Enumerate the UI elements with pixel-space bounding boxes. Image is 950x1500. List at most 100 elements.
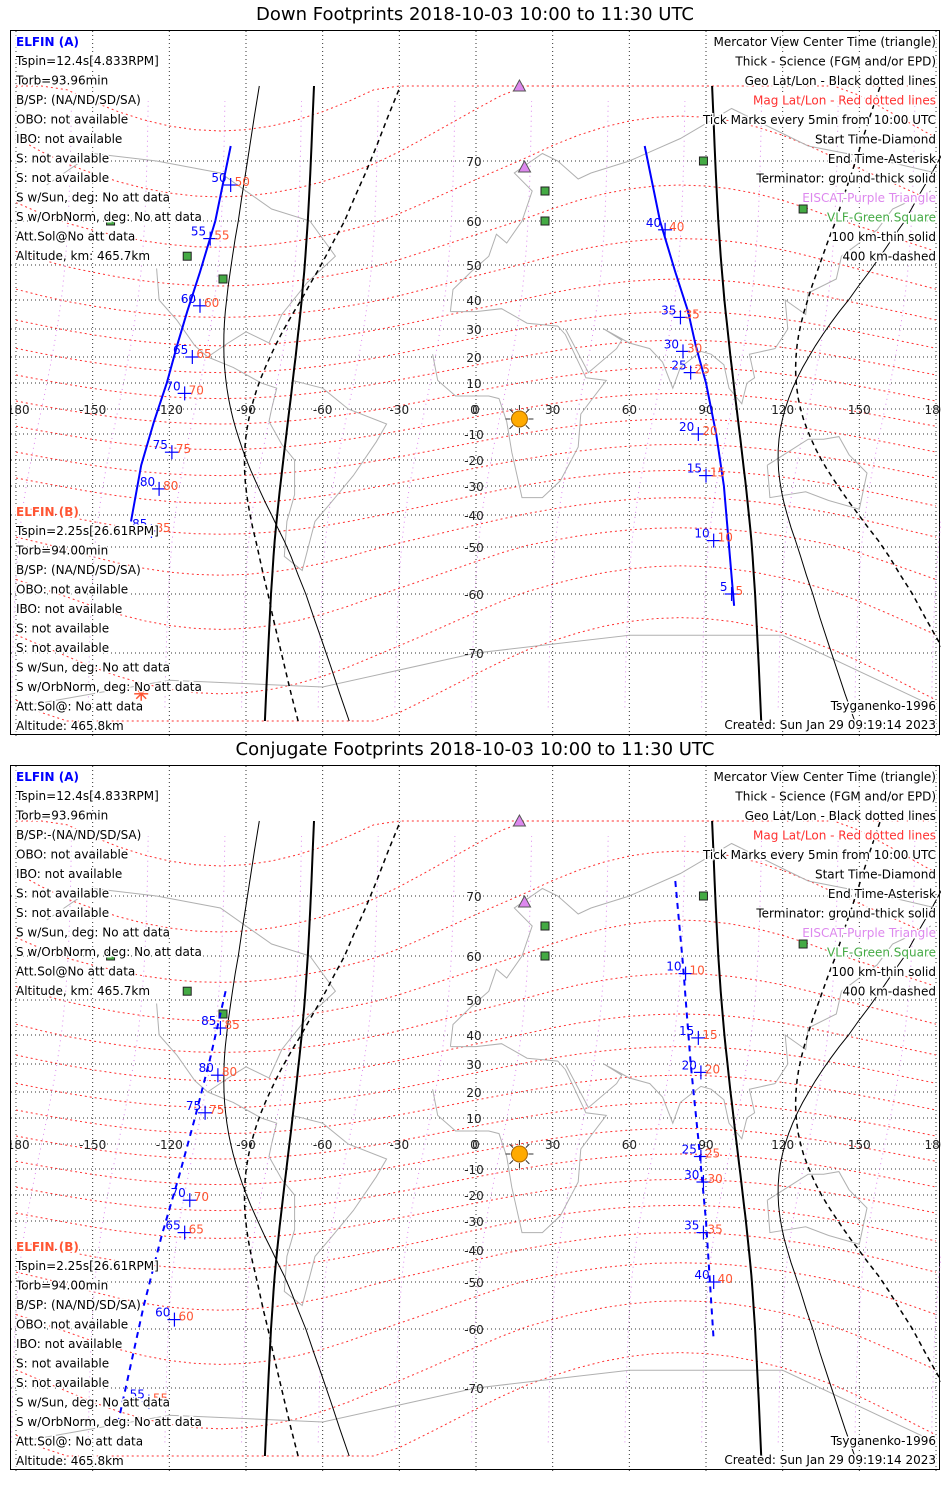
coastline	[15, 1369, 937, 1443]
tick-label-red: 30	[687, 341, 702, 355]
sun-ray	[509, 1160, 514, 1165]
tick-label-blue: 30	[684, 1168, 699, 1182]
sun-ray	[525, 408, 530, 413]
y-tick-label: 70	[466, 890, 481, 904]
mag-lon-gridline	[471, 100, 533, 708]
eiscat-triangle-icon	[517, 159, 532, 173]
mag-lat-gridline	[15, 1262, 937, 1365]
tick-label-blue: 35	[684, 1219, 699, 1233]
elfin-b-info-line: B/SP: (NA/ND/SD/SA)	[16, 563, 141, 577]
tick-label-red: 35	[707, 1223, 722, 1237]
mag-lon-gridline	[854, 100, 916, 708]
elfin-a-info-line: S: not available	[16, 171, 109, 185]
tick-label-red: 65	[196, 347, 211, 361]
elfin-a-info-line: OBO: not available	[16, 113, 128, 127]
vlf-square-icon	[540, 951, 550, 961]
elfin-a-header: ELFIN (A)	[16, 35, 79, 49]
terminator-ground-west	[263, 820, 315, 1457]
tick-label-blue: 10	[694, 527, 709, 541]
x-tick-label: 180	[925, 1138, 941, 1152]
elfin-a-info-line: S w/OrbNorm, deg: No att data	[16, 945, 202, 959]
elfin-b-info-line: S w/OrbNorm, deg: No att data	[16, 1415, 202, 1429]
mag-lat-gridline	[15, 443, 937, 504]
y-tick-label: -50	[464, 541, 484, 555]
elfin-a-info-line: Att.Sol@No att data	[16, 965, 135, 979]
y-tick-label: 40	[466, 1029, 481, 1043]
tick-label-red: 55	[153, 1392, 168, 1406]
mag-lon-gridline	[624, 100, 686, 708]
legend-line: 100 km-thin solid	[831, 230, 936, 244]
y-tick-label: -70	[464, 647, 484, 661]
elfin-b-info-line: S w/Sun, deg: No att data	[16, 1396, 170, 1410]
tick-label-red: 35	[684, 307, 699, 321]
tick-label-blue: 25	[682, 1143, 697, 1157]
x-tick-label: -90	[236, 403, 256, 417]
footprint-track-elfin-b	[643, 145, 736, 606]
mag-lat-gridline	[15, 1300, 937, 1430]
tick-label-red: 70	[189, 383, 204, 397]
elfin-a-info-line: Torb=93.96min	[15, 74, 108, 88]
elfin-b-info-line: Tspin=2.25s[26.61RPM]	[15, 1259, 159, 1273]
x-tick-label: -150	[79, 1138, 106, 1152]
legend-line: 100 km-thin solid	[831, 965, 936, 979]
mag-lon-gridline	[87, 100, 149, 708]
tick-label-red: 20	[705, 1062, 720, 1076]
mag-lon-gridline	[87, 835, 149, 1443]
tick-label-blue: 75	[153, 438, 168, 452]
tick-label-blue: 40	[646, 216, 661, 230]
elfin-b-info-line: Att.Sol@: No att data	[16, 700, 143, 714]
legend-line: Tick Marks every 5min from 10:00 UTC	[702, 848, 936, 862]
sun-ray	[525, 425, 530, 430]
terminator-100km-east	[777, 154, 941, 722]
mag-lat-gridline	[16, 85, 936, 132]
elfin-b-info-line: Att.Sol@: No att data	[16, 1435, 143, 1449]
legend-line: EISCAT-Purple Triangle	[802, 926, 936, 940]
x-tick-label: 150	[848, 403, 871, 417]
y-tick-label: -50	[464, 1276, 484, 1290]
sun-icon	[510, 1145, 528, 1163]
elfin-b-info-line: Altitude: 465.8km	[16, 1454, 124, 1468]
vlf-square-icon	[798, 939, 808, 949]
coastline	[46, 152, 388, 572]
legend-line: Start Time-Diamond	[815, 133, 936, 147]
elfin-b-info-line: S: not available	[16, 1376, 109, 1390]
legend-line: Geo Lat/Lon - Black dotted lines	[745, 74, 936, 88]
x-tick-label: -180	[11, 403, 30, 417]
tick-label-red: 75	[209, 1103, 224, 1117]
y-tick-label: 0	[470, 1138, 478, 1152]
footprint-track-elfin-a	[117, 990, 227, 1423]
tick-label-blue: 20	[682, 1058, 697, 1072]
vlf-square-icon	[218, 1009, 228, 1019]
tick-label-blue: 60	[155, 1306, 170, 1320]
x-tick-label: 120	[771, 403, 794, 417]
tick-label-blue: 80	[199, 1061, 214, 1075]
mag-lat-gridline	[15, 1204, 937, 1270]
mag-lat-gridline	[15, 919, 937, 1022]
elfin-b-info-line: IBO: not available	[16, 1337, 122, 1351]
mag-lat-gridline	[16, 820, 936, 867]
elfin-b-info-line: B/SP: (NA/ND/SD/SA)	[16, 1298, 141, 1312]
mag-lon-gridline	[471, 835, 533, 1443]
elfin-b-header: ELFIN (B)	[16, 1240, 79, 1254]
tick-label-red: 25	[705, 1147, 720, 1161]
elfin-b-info-line: S: not available	[16, 1357, 109, 1371]
elfin-a-info-line: S w/Sun, deg: No att data	[16, 191, 170, 205]
legend-line: Tick Marks every 5min from 10:00 UTC	[702, 113, 936, 127]
triangle-icon	[512, 813, 527, 827]
elfin-b-header: ELFIN (B)	[16, 505, 79, 519]
elfin-a-info-line: Altitude, km: 465.7km	[16, 249, 150, 263]
elfin-a-header: ELFIN (A)	[16, 770, 79, 784]
terminator-ground-east	[711, 820, 763, 1457]
y-tick-label: 20	[466, 1086, 481, 1100]
mag-lon-gridline	[701, 100, 763, 708]
x-tick-label: -30	[390, 1138, 410, 1152]
terminator-100km-west	[223, 85, 350, 722]
legend-line: 400 km-dashed	[842, 985, 936, 999]
coastline	[46, 887, 388, 1307]
x-tick-label: -60	[313, 403, 333, 417]
terminator-100km-west	[223, 820, 350, 1457]
terminator-400km-east	[794, 85, 941, 648]
elfin-b-info-line: OBO: not available	[16, 1318, 128, 1332]
vlf-square-icon	[182, 986, 192, 996]
tick-label-red: 40	[669, 220, 684, 234]
